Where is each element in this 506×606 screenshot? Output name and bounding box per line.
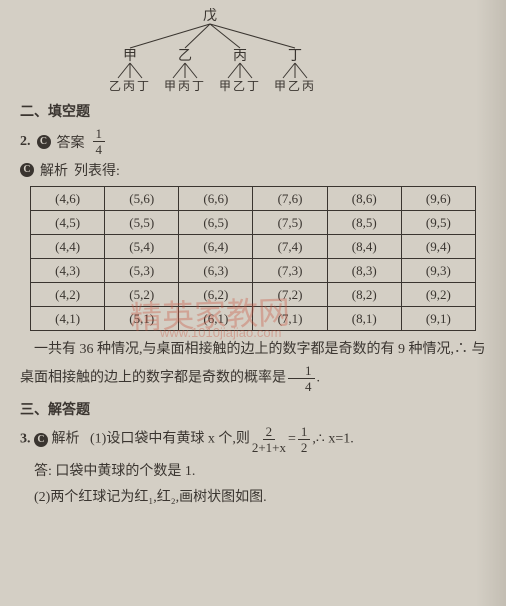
tree-l3-3: 甲乙丙 <box>274 79 316 93</box>
table-cell: (5,1) <box>105 307 179 331</box>
table-cell: (5,5) <box>105 211 179 235</box>
outcome-table-container: (4,6)(5,6)(6,6)(7,6)(8,6)(9,6)(4,5)(5,5)… <box>20 186 486 331</box>
q2-analysis-line: C 解析 列表得: <box>20 160 486 180</box>
table-row: (4,4)(5,4)(6,4)(7,4)(8,4)(9,4) <box>31 235 476 259</box>
table-cell: (8,6) <box>327 187 401 211</box>
tree-l2-1: 乙 <box>178 48 192 64</box>
table-cell: (7,4) <box>253 235 327 259</box>
table-cell: (9,2) <box>401 283 475 307</box>
tree-l3-1: 甲丙丁 <box>164 79 206 93</box>
table-cell: (6,6) <box>179 187 253 211</box>
q2-answer-fraction: 1 4 <box>93 127 106 156</box>
table-cell: (7,5) <box>253 211 327 235</box>
tree-l2-2: 丙 <box>233 49 247 64</box>
q3-part1-prefix: (1)设口袋中有黄球 x 个,则 <box>90 431 250 446</box>
table-cell: (7,2) <box>253 283 327 307</box>
table-cell: (8,2) <box>327 283 401 307</box>
frac-den: 2+1+x <box>252 440 286 454</box>
tree-svg: 戊 甲 乙 丙 丁 乙丙丁 甲丙丁 甲乙丁 甲乙丙 <box>100 8 340 93</box>
table-row: (4,3)(5,3)(6,3)(7,3)(8,3)(9,3) <box>31 259 476 283</box>
q3-eq-frac1: 22+1+x <box>252 425 286 454</box>
table-cell: (5,3) <box>105 259 179 283</box>
table-cell: (9,5) <box>401 211 475 235</box>
explanation-text2: . <box>317 370 321 385</box>
table-cell: (4,6) <box>31 187 105 211</box>
table-cell: (6,4) <box>179 235 253 259</box>
table-cell: (5,2) <box>105 283 179 307</box>
q3-eq-suffix: ,∴ x=1. <box>312 431 353 446</box>
table-cell: (9,3) <box>401 259 475 283</box>
frac-den: 2 <box>301 440 308 454</box>
q3-eq-frac2: 12 <box>298 425 311 454</box>
q2-answer-line: 2. C 答案 1 4 <box>20 127 486 156</box>
table-row: (4,6)(5,6)(6,6)(7,6)(8,6)(9,6) <box>31 187 476 211</box>
frac-num: 1 <box>298 425 311 440</box>
tree-l2-0: 甲 <box>123 49 137 64</box>
tree-l3-0: 乙丙丁 <box>109 79 151 93</box>
q2-answer-label: 答案 <box>57 132 85 152</box>
frac-num: 1 <box>288 364 315 379</box>
table-cell: (8,1) <box>327 307 401 331</box>
tree-root: 戊 <box>203 8 217 24</box>
table-cell: (6,2) <box>179 283 253 307</box>
table-cell: (9,4) <box>401 235 475 259</box>
table-cell: (8,4) <box>327 235 401 259</box>
q3-analysis-label: 解析 <box>52 431 80 446</box>
table-cell: (4,3) <box>31 259 105 283</box>
table-cell: (5,6) <box>105 187 179 211</box>
table-cell: (7,1) <box>253 307 327 331</box>
table-row: (4,5)(5,5)(6,5)(7,5)(8,5)(9,5) <box>31 211 476 235</box>
copyright-icon: C <box>34 433 48 447</box>
table-cell: (4,5) <box>31 211 105 235</box>
q3-part1: 3. C 解析 (1)设口袋中有黄球 x 个,则22+1+x=12,∴ x=1. <box>20 425 486 454</box>
q3-eq-mid: = <box>288 431 296 446</box>
table-cell: (7,3) <box>253 259 327 283</box>
explanation-fraction: 14 <box>288 364 315 393</box>
q2-num: 2. <box>20 134 31 150</box>
frac-den: 4 <box>291 379 312 393</box>
table-row: (4,2)(5,2)(6,2)(7,2)(8,2)(9,2) <box>31 283 476 307</box>
table-cell: (5,4) <box>105 235 179 259</box>
tree-l3-2: 甲乙丁 <box>219 79 261 93</box>
table-cell: (6,3) <box>179 259 253 283</box>
outcome-table: (4,6)(5,6)(6,6)(7,6)(8,6)(9,6)(4,5)(5,5)… <box>30 186 476 331</box>
table-cell: (7,6) <box>253 187 327 211</box>
table-cell: (9,1) <box>401 307 475 331</box>
q3-num: 3. <box>20 431 31 446</box>
tree-l2-3: 丁 <box>288 49 302 64</box>
table-cell: (4,2) <box>31 283 105 307</box>
section2-title: 二、填空题 <box>20 101 486 121</box>
frac-num: 2 <box>263 425 276 440</box>
table-cell: (4,1) <box>31 307 105 331</box>
tree-diagram: 戊 甲 乙 丙 丁 乙丙丁 甲丙丁 甲乙丁 甲乙丙 <box>20 8 486 93</box>
q2-analysis-label: 解析 <box>40 160 68 180</box>
table-cell: (4,4) <box>31 235 105 259</box>
q2-analysis-text: 列表得: <box>74 160 120 180</box>
explanation-text1: 一共有 36 种情况,与桌面相接触的边上的数字都是奇数的有 9 种情况,∴ 与桌… <box>20 342 486 385</box>
copyright-icon: C <box>20 163 34 177</box>
table-cell: (8,3) <box>327 259 401 283</box>
table-cell: (6,1) <box>179 307 253 331</box>
copyright-icon: C <box>37 135 51 149</box>
table-cell: (9,6) <box>401 187 475 211</box>
table-cell: (8,5) <box>327 211 401 235</box>
q2-explanation: 一共有 36 种情况,与桌面相接触的边上的数字都是奇数的有 9 种情况,∴ 与桌… <box>20 337 486 393</box>
table-cell: (6,5) <box>179 211 253 235</box>
q3-part2: (2)两个红球记为红₁,红₂,画树状图如图. <box>20 486 486 506</box>
frac-den: 4 <box>96 142 103 156</box>
table-row: (4,1)(5,1)(6,1)(7,1)(8,1)(9,1) <box>31 307 476 331</box>
frac-num: 1 <box>93 127 106 142</box>
q3-answer: 答: 口袋中黄球的个数是 1. <box>20 460 486 480</box>
section3-title: 三、解答题 <box>20 399 486 419</box>
